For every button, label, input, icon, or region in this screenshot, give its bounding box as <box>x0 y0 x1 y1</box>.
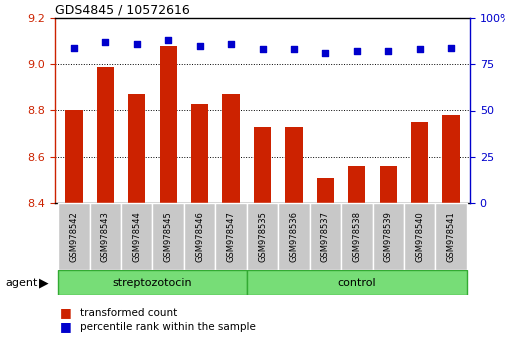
Text: GSM978544: GSM978544 <box>132 211 141 262</box>
Bar <box>128 94 145 203</box>
Bar <box>222 94 239 203</box>
Bar <box>403 203 435 270</box>
Bar <box>121 203 152 270</box>
Bar <box>58 203 89 270</box>
Text: GDS4845 / 10572616: GDS4845 / 10572616 <box>55 4 189 17</box>
Point <box>289 47 297 52</box>
Text: ■: ■ <box>60 320 72 333</box>
Text: GSM978543: GSM978543 <box>100 211 110 262</box>
Text: streptozotocin: streptozotocin <box>113 278 192 287</box>
Point <box>195 43 204 48</box>
Bar <box>152 203 183 270</box>
Text: agent: agent <box>5 278 37 287</box>
Bar <box>316 178 333 203</box>
Bar <box>65 110 82 203</box>
Text: transformed count: transformed count <box>80 308 177 318</box>
Point <box>383 48 391 54</box>
Text: percentile rank within the sample: percentile rank within the sample <box>80 322 256 332</box>
Point <box>446 45 454 50</box>
Point <box>132 41 140 47</box>
Text: GSM978535: GSM978535 <box>258 211 267 262</box>
Text: GSM978537: GSM978537 <box>320 211 329 262</box>
Point <box>415 47 423 52</box>
Bar <box>58 270 246 295</box>
Bar <box>183 203 215 270</box>
Text: GSM978541: GSM978541 <box>446 211 454 262</box>
Point <box>258 47 266 52</box>
Bar <box>278 203 309 270</box>
Text: GSM978539: GSM978539 <box>383 211 392 262</box>
Bar <box>246 270 466 295</box>
Bar <box>379 166 396 203</box>
Point <box>227 41 235 47</box>
Bar <box>340 203 372 270</box>
Bar <box>410 122 428 203</box>
Bar <box>441 115 459 203</box>
Bar <box>347 166 365 203</box>
Text: GSM978542: GSM978542 <box>69 211 78 262</box>
Text: ▶: ▶ <box>39 276 49 289</box>
Bar <box>190 104 208 203</box>
Point <box>321 50 329 56</box>
Text: GSM978536: GSM978536 <box>289 211 298 262</box>
Bar <box>372 203 403 270</box>
Text: ■: ■ <box>60 307 72 320</box>
Bar <box>254 127 271 203</box>
Bar <box>215 203 246 270</box>
Point <box>101 39 109 45</box>
Text: GSM978538: GSM978538 <box>351 211 361 262</box>
Text: GSM978547: GSM978547 <box>226 211 235 262</box>
Bar <box>246 203 278 270</box>
Bar <box>89 203 121 270</box>
Bar <box>96 67 114 203</box>
Text: control: control <box>337 278 375 287</box>
Text: GSM978540: GSM978540 <box>415 211 423 262</box>
Bar <box>309 203 340 270</box>
Bar <box>435 203 466 270</box>
Bar <box>285 127 302 203</box>
Bar <box>159 46 176 203</box>
Point <box>70 45 78 50</box>
Point <box>164 38 172 43</box>
Point <box>352 48 360 54</box>
Text: GSM978546: GSM978546 <box>195 211 204 262</box>
Text: GSM978545: GSM978545 <box>163 211 172 262</box>
